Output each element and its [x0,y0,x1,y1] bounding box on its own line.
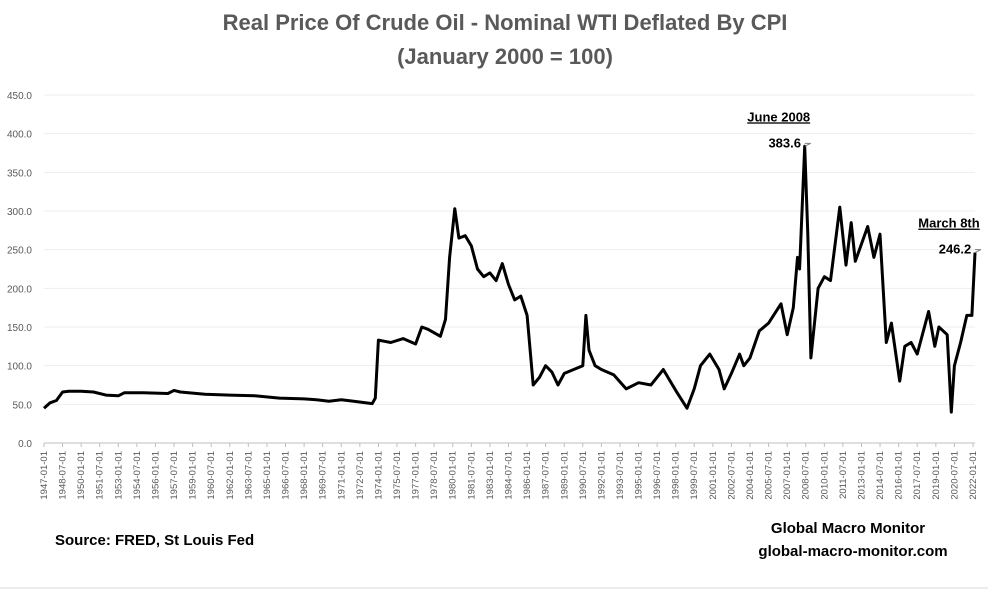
annotation-leader [804,142,811,147]
x-tick-label: 1960-07-01 [206,451,217,500]
x-tick-label: 2013-01-01 [857,451,868,500]
x-tick-label: 2004-01-01 [745,451,756,500]
x-tick-label: 1987-07-01 [541,451,552,500]
source: Source: FRED, St Louis Fed [55,532,254,549]
chart-title: Real Price Of Crude Oil - Nominal WTI De… [223,10,788,35]
x-tick-label: 1966-07-01 [280,451,291,500]
chart-subtitle: (January 2000 = 100) [397,44,613,69]
annotation-value: 246.2 [939,242,972,257]
y-tick-label: 50.0 [13,400,33,411]
x-tick-label: 2017-07-01 [912,451,923,500]
x-tick-label: 1956-01-01 [150,451,161,500]
y-tick-label: 450.0 [7,91,32,102]
x-tick-label: 1995-01-01 [634,451,645,500]
x-tick-label: 1948-07-01 [58,451,69,500]
x-tick-label: 1984-07-01 [503,451,514,500]
y-tick-label: 200.0 [7,284,32,295]
x-tick-label: 1998-01-01 [671,451,682,500]
y-tick-label: 100.0 [7,362,32,373]
y-tick-label: 400.0 [7,130,32,141]
x-tick-label: 2008-07-01 [801,451,812,500]
x-tick-label: 1947-01-01 [39,451,50,500]
x-tick-label: 1954-07-01 [132,451,143,500]
x-tick-label: 1992-01-01 [596,451,607,500]
x-tick-label: 1962-01-01 [225,451,236,500]
annotation-value: 383.6 [768,135,801,150]
y-tick-label: 350.0 [7,168,32,179]
x-tick-label: 1950-01-01 [76,451,87,500]
x-tick-label: 2007-01-01 [782,451,793,500]
x-tick-label: 1986-01-01 [522,451,533,500]
x-tick-label: 2020-07-01 [949,451,960,500]
credit: global-macro-monitor.com [758,543,947,560]
x-tick-label: 2005-07-01 [764,451,775,500]
y-tick-label: 250.0 [7,246,32,257]
y-tick-label: 0.0 [18,439,32,450]
x-tick-label: 2002-07-01 [726,451,737,500]
x-tick-label: 1996-07-01 [652,451,663,500]
x-tick-label: 1971-01-01 [336,451,347,500]
x-tick-label: 1963-07-01 [243,451,254,500]
x-tick-label: 1983-01-01 [485,451,496,500]
x-tick-label: 1965-01-01 [262,451,273,500]
x-tick-label: 2019-01-01 [931,451,942,500]
annotation-leader [974,249,982,254]
x-tick-label: 1968-01-01 [299,451,310,500]
x-tick-label: 1959-01-01 [188,451,199,500]
annotation-title: June 2008 [747,109,810,124]
x-tick-label: 2011-07-01 [838,451,849,499]
annotation-title: March 8th [918,216,979,231]
x-tick-label: 1978-07-01 [429,451,440,500]
x-tick-label: 1990-07-01 [578,451,589,500]
x-tick-label: 2016-01-01 [894,451,905,500]
x-tick-label: 2010-01-01 [819,451,830,500]
x-tick-label: 1980-01-01 [448,451,459,500]
x-tick-label: 1957-07-01 [169,451,180,500]
x-tick-label: 2014-07-01 [875,451,886,500]
x-tick-label: 1999-07-01 [689,451,700,500]
credit: Global Macro Monitor [771,520,925,537]
x-tick-label: 1989-01-01 [559,451,570,500]
x-tick-label: 1953-01-01 [113,451,124,500]
x-tick-label: 2001-01-01 [708,451,719,500]
x-tick-label: 1981-07-01 [466,451,477,500]
y-tick-label: 300.0 [7,207,32,218]
x-tick-label: 1951-07-01 [95,451,106,500]
y-tick-label: 150.0 [7,323,32,334]
x-tick-label: 1977-01-01 [411,451,422,500]
x-tick-label: 2022-01-01 [968,451,979,500]
data-line [43,144,977,414]
x-tick-label: 1974-01-01 [373,451,384,500]
x-tick-label: 1969-07-01 [318,451,329,500]
x-tick-label: 1972-07-01 [355,451,366,500]
x-tick-label: 1975-07-01 [392,451,403,500]
x-tick-label: 1993-07-01 [615,451,626,500]
